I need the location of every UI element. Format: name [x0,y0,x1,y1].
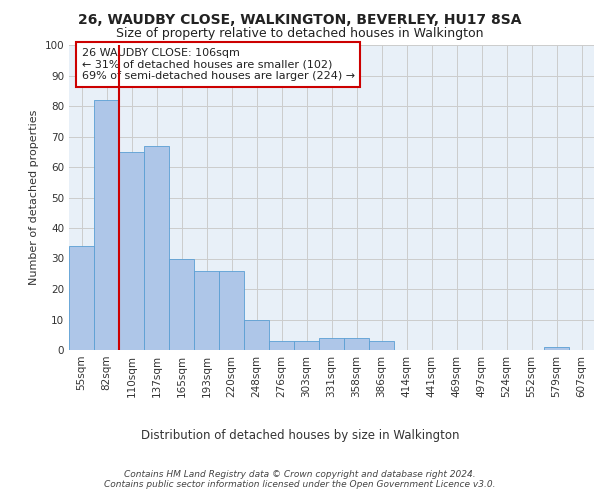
Bar [544,347,569,350]
Bar [194,270,219,350]
Bar [119,152,144,350]
Text: Size of property relative to detached houses in Walkington: Size of property relative to detached ho… [116,28,484,40]
Text: Distribution of detached houses by size in Walkington: Distribution of detached houses by size … [141,430,459,442]
Text: 26, WAUDBY CLOSE, WALKINGTON, BEVERLEY, HU17 8SA: 26, WAUDBY CLOSE, WALKINGTON, BEVERLEY, … [78,12,522,26]
Bar [369,341,394,350]
Bar [244,320,269,350]
Bar [69,246,94,350]
Text: 26 WAUDBY CLOSE: 106sqm
← 31% of detached houses are smaller (102)
69% of semi-d: 26 WAUDBY CLOSE: 106sqm ← 31% of detache… [82,48,355,82]
Bar [94,100,119,350]
Bar [169,258,194,350]
Text: Contains HM Land Registry data © Crown copyright and database right 2024.
Contai: Contains HM Land Registry data © Crown c… [104,470,496,489]
Bar [269,341,294,350]
Bar [294,341,319,350]
Bar [344,338,369,350]
Bar [319,338,344,350]
Y-axis label: Number of detached properties: Number of detached properties [29,110,39,285]
Bar [219,270,244,350]
Bar [144,146,169,350]
